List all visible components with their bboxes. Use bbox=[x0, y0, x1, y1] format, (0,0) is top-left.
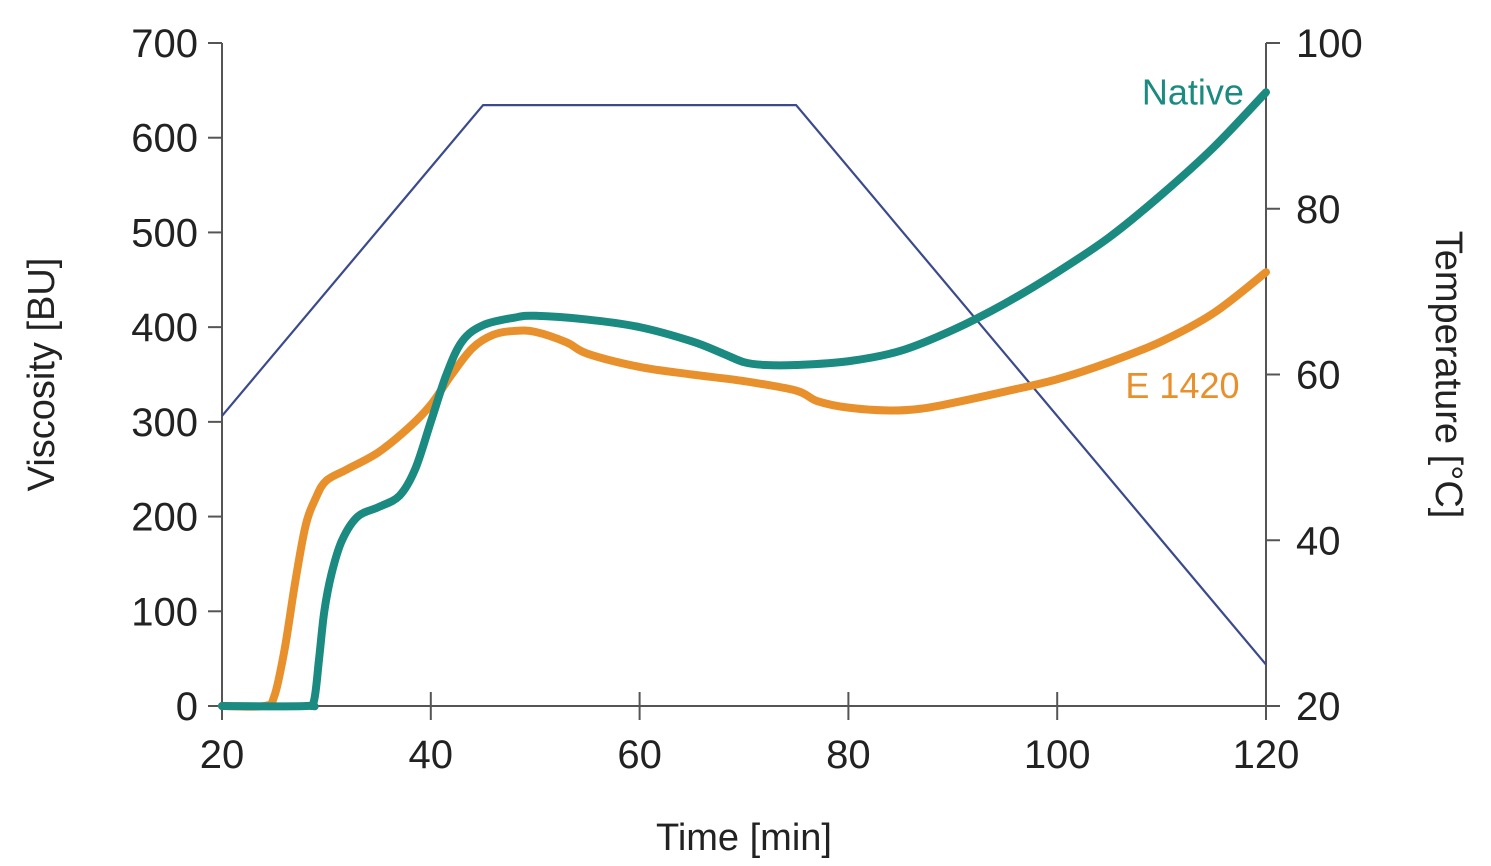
x-tick-label: 60 bbox=[617, 733, 662, 777]
y2-tick-label: 60 bbox=[1296, 354, 1341, 398]
axes: 0 100 200 300 400 500 600 700 20 40 60 80 100 20 40 60 8… bbox=[131, 22, 1363, 777]
x-axis-title: Time [min] bbox=[656, 817, 832, 859]
y2-tick-label: 20 bbox=[1296, 685, 1341, 729]
native-viscosity-line bbox=[218, 88, 1270, 711]
y2-axis-title: Temperature [°C] bbox=[1427, 231, 1469, 519]
y-tick-label: 200 bbox=[131, 496, 198, 540]
y2-tick-label: 100 bbox=[1296, 22, 1363, 66]
y2-tick-label: 40 bbox=[1296, 519, 1341, 563]
labels: Time [min] Viscosity [BU] Temperature [°C]… bbox=[21, 72, 1469, 859]
x-tick-label: 120 bbox=[1233, 733, 1300, 777]
native-series-label: Native bbox=[1142, 72, 1244, 113]
e1420-viscosity-line bbox=[218, 268, 1270, 711]
y-axis-title: Viscosity [BU] bbox=[21, 258, 63, 492]
y-tick-label: 300 bbox=[131, 401, 198, 445]
y-tick-label: 100 bbox=[131, 590, 198, 634]
y-tick-label: 700 bbox=[131, 22, 198, 66]
y-tick-label: 600 bbox=[131, 117, 198, 161]
x-tick-label: 40 bbox=[409, 733, 454, 777]
y-tick-label: 400 bbox=[131, 306, 198, 350]
e1420-series-label: E 1420 bbox=[1125, 365, 1239, 406]
y2-tick-label: 80 bbox=[1296, 188, 1341, 232]
x-tick-label: 20 bbox=[200, 733, 245, 777]
x-tick-label: 80 bbox=[826, 733, 871, 777]
series-lines bbox=[218, 88, 1270, 711]
y-tick-label: 0 bbox=[176, 685, 198, 729]
y-tick-label: 500 bbox=[131, 211, 198, 255]
x-tick-label: 100 bbox=[1024, 733, 1091, 777]
